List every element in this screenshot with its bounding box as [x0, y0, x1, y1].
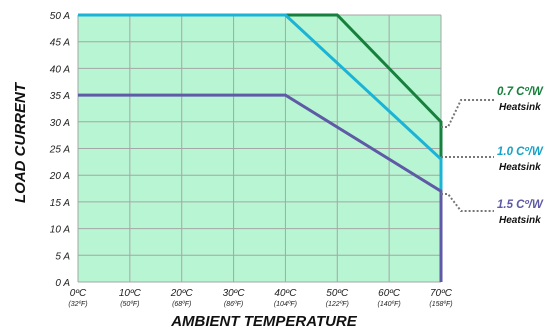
x-tick-sublabel: (68ºF) [172, 301, 191, 308]
x-tick-label: 30ºC [223, 288, 246, 299]
y-axis-ticks: 0 A 5 A 10 A 15 A 20 A 25 A 30 A 35 A 40 A 45 A 50… [49, 11, 71, 289]
y-tick-label: 15 A [50, 198, 71, 209]
legend-sub-2: Heatsink [499, 162, 541, 173]
x-tick-label: 0ºC [70, 288, 87, 299]
legend-leader-3 [441, 193, 494, 212]
y-tick-label: 30 A [50, 118, 71, 129]
x-tick-label: 60ºC [378, 288, 401, 299]
y-tick-label: 35 A [50, 91, 71, 102]
x-tick-sublabel: (122ºF) [326, 301, 349, 308]
x-tick-sublabel: (32ºF) [68, 301, 87, 308]
y-tick-label: 45 A [50, 38, 71, 49]
y-tick-label: 50 A [50, 11, 71, 22]
x-tick-sublabel: (140ºF) [378, 301, 401, 308]
x-tick-label: 20ºC [170, 288, 194, 299]
y-tick-label: 0 A [55, 278, 70, 289]
legend-sub-3: Heatsink [499, 215, 541, 226]
x-tick-sublabel: (158ºF) [429, 301, 452, 308]
legend-leader-1 [441, 99, 494, 128]
x-tick-label: 50ºC [326, 288, 349, 299]
chart-legend: 0.7 Cº/W Heatsink 1.0 Cº/W Heatsink 1.5 Cº/W… [441, 86, 544, 226]
x-tick-sublabel: (86ºF) [224, 301, 243, 308]
x-axis-ticks: 0ºC (32ºF) 10ºC (50ºF) 20ºC (68ºF) 30ºC (86ºF) 4… [68, 288, 452, 308]
x-tick-sublabel: (50ºF) [120, 301, 139, 308]
y-tick-label: 40 A [50, 64, 71, 75]
legend-value-1: 0.7 Cº/W [497, 86, 544, 98]
x-tick-label: 40ºC [274, 288, 297, 299]
x-tick-label: 70ºC [430, 288, 453, 299]
series-line-3 [78, 93, 443, 282]
x-tick-sublabel: (104ºF) [274, 301, 297, 308]
chart-series [78, 13, 443, 282]
y-tick-label: 5 A [55, 251, 70, 262]
y-tick-label: 25 A [49, 145, 71, 156]
legend-value-3: 1.5 Cº/W [497, 199, 544, 211]
x-tick-label: 10ºC [119, 288, 142, 299]
legend-value-2: 1.0 Cº/W [497, 146, 544, 158]
y-tick-label: 20 A [49, 171, 71, 182]
legend-sub-1: Heatsink [499, 102, 541, 113]
y-axis-title: LOAD CURRENT [12, 81, 29, 203]
x-axis-title: AMBIENT TEMPERATURE [170, 313, 358, 330]
y-tick-label: 10 A [50, 225, 71, 236]
